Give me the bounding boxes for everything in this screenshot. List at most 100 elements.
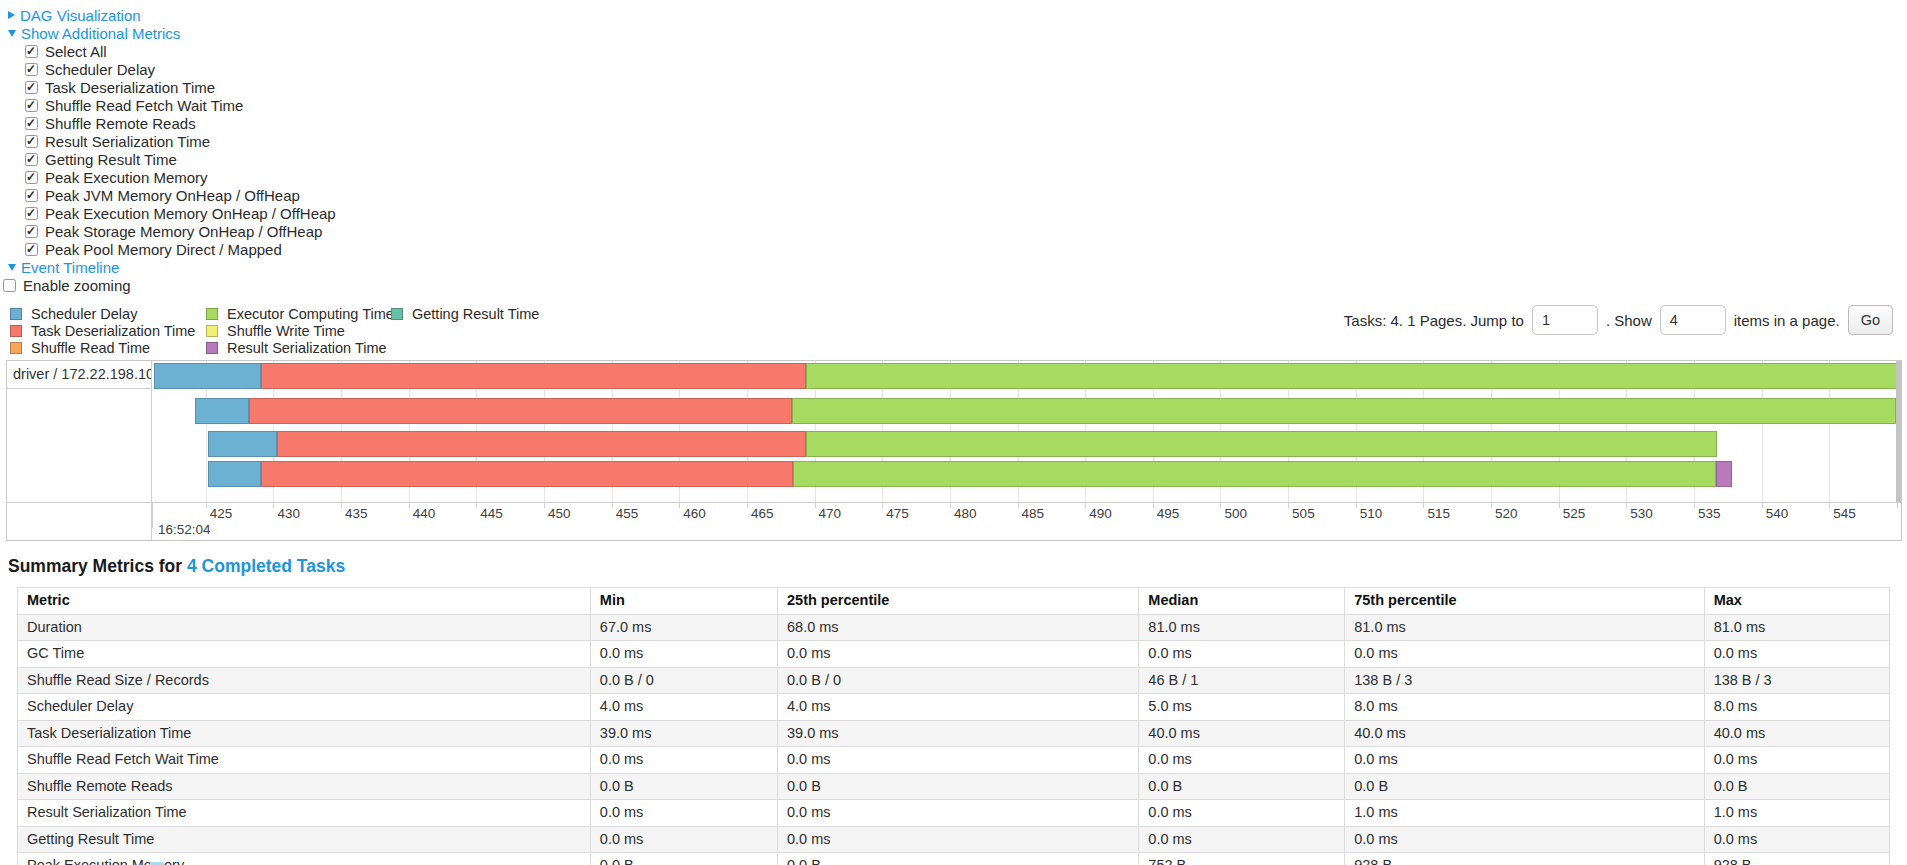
metric-value-cell: 0.0 ms: [1345, 826, 1704, 853]
checkbox-shuffle-read-fetch-wait-time[interactable]: [25, 99, 38, 112]
metric-row-getting-result-time[interactable]: Getting Result Time: [25, 150, 1907, 168]
timeline-axis-labels: 16:52:04 4254304354404454504554604654704…: [153, 503, 1901, 540]
task-bar-executor-computing-time[interactable]: [806, 431, 1717, 457]
axis-tick-label: 485: [1018, 506, 1045, 521]
completed-tasks-link[interactable]: 4 Completed Tasks: [187, 556, 345, 576]
summary-metrics-title: Summary Metrics for 4 Completed Tasks: [8, 556, 1907, 577]
metric-value-cell: 0.0 B / 0: [590, 667, 777, 694]
legend-column: Getting Result Time: [391, 305, 539, 356]
event-timeline-chart: driver / 172.22.198.104 16:52:04 4254304…: [6, 360, 1902, 541]
checkbox-shuffle-remote-reads[interactable]: [25, 117, 38, 130]
task-bar-scheduler-delay[interactable]: [208, 431, 277, 457]
axis-tick-label: 435: [341, 506, 368, 521]
show-additional-metrics-link[interactable]: Show Additional Metrics: [21, 25, 180, 42]
metric-value-cell: 0.0 B: [590, 853, 777, 865]
metric-row-peak-storage-memory-onheap-offheap[interactable]: Peak Storage Memory OnHeap / OffHeap: [25, 222, 1907, 240]
axis-tick-label: 475: [882, 506, 909, 521]
task-bar-task-deserialization-time[interactable]: [261, 363, 806, 389]
result-serialization-time-swatch: [206, 342, 218, 354]
metric-row-task-deserialization-time[interactable]: Task Deserialization Time: [25, 78, 1907, 96]
metric-name-cell: Getting Result Time: [18, 826, 591, 853]
checkbox-task-deserialization-time[interactable]: [25, 81, 38, 94]
legend-label: Result Serialization Time: [227, 340, 387, 356]
task-bar-result-serialization-time[interactable]: [1716, 461, 1732, 487]
legend-label: Getting Result Time: [412, 306, 539, 322]
metric-value-cell: 0.0 ms: [1345, 641, 1704, 668]
checkbox-result-serialization-time[interactable]: [25, 135, 38, 148]
metric-name-cell: Shuffle Read Size / Records: [18, 667, 591, 694]
axis-tick-label: 515: [1423, 506, 1450, 521]
items-per-page-input[interactable]: [1660, 305, 1726, 335]
event-timeline-toggle[interactable]: Event Timeline: [8, 258, 1907, 276]
task-bar-scheduler-delay[interactable]: [208, 461, 261, 487]
enable-zooming-checkbox[interactable]: [3, 279, 16, 292]
metric-value-cell: 0.0 ms: [1139, 800, 1345, 827]
enable-zooming-row[interactable]: Enable zooming: [3, 276, 1907, 294]
checkbox-label: Getting Result Time: [45, 151, 177, 168]
metric-row-shuffle-remote-reads[interactable]: Shuffle Remote Reads: [25, 114, 1907, 132]
column-header-25th-percentile: 25th percentile: [778, 588, 1139, 615]
checkbox-label: Peak Execution Memory: [45, 169, 208, 186]
metric-row-peak-execution-memory[interactable]: Peak Execution Memory: [25, 168, 1907, 186]
legend-item-executor-computing-time: Executor Computing Time: [206, 305, 391, 322]
task-bar-task-deserialization-time[interactable]: [249, 398, 792, 424]
metric-value-cell: 0.0 B: [590, 773, 777, 800]
axis-tick-label: 540: [1762, 506, 1789, 521]
chart-right-scroll-strip: [1896, 361, 1901, 503]
axis-tick-label: 495: [1153, 506, 1180, 521]
task-bar-scheduler-delay[interactable]: [195, 398, 249, 424]
show-additional-metrics-toggle[interactable]: Show Additional Metrics: [8, 24, 1907, 42]
metric-value-cell: 0.0 ms: [1704, 826, 1889, 853]
legend-item-getting-result-time: Getting Result Time: [391, 305, 539, 322]
metric-row-scheduler-delay[interactable]: Scheduler Delay: [25, 60, 1907, 78]
metric-value-cell: 752 B: [1139, 853, 1345, 865]
task-bar-scheduler-delay[interactable]: [154, 363, 261, 389]
task-bar-task-deserialization-time[interactable]: [277, 431, 806, 457]
task-bar-executor-computing-time[interactable]: [806, 363, 1901, 389]
metric-name-cell: Scheduler Delay: [18, 694, 591, 721]
metric-row-peak-execution-memory-onheap-offheap[interactable]: Peak Execution Memory OnHeap / OffHeap: [25, 204, 1907, 222]
checkbox-getting-result-time[interactable]: [25, 153, 38, 166]
metric-row-getting-result-time: Getting Result Time0.0 ms0.0 ms0.0 ms0.0…: [18, 826, 1890, 853]
task-bar-executor-computing-time[interactable]: [793, 461, 1716, 487]
metric-row-peak-jvm-memory-onheap-offheap[interactable]: Peak JVM Memory OnHeap / OffHeap: [25, 186, 1907, 204]
checkbox-label: Scheduler Delay: [45, 61, 155, 78]
metric-value-cell: 928 B: [1345, 853, 1704, 865]
checkbox-label: Result Serialization Time: [45, 133, 210, 150]
axis-tick-label: 430: [273, 506, 300, 521]
metric-value-cell: 8.0 ms: [1345, 694, 1704, 721]
checkbox-peak-storage-memory-onheap-offheap[interactable]: [25, 225, 38, 238]
axis-tick-label: 535: [1694, 506, 1721, 521]
metric-row-peak-pool-memory-direct-mapped[interactable]: Peak Pool Memory Direct / Mapped: [25, 240, 1907, 258]
metric-name-cell: Shuffle Read Fetch Wait Time: [18, 747, 591, 774]
metric-row-select-all[interactable]: Select All: [25, 42, 1907, 60]
metric-row-result-serialization-time[interactable]: Result Serialization Time: [25, 132, 1907, 150]
metric-row-shuffle-read-fetch-wait-time[interactable]: Shuffle Read Fetch Wait Time: [25, 96, 1907, 114]
checkbox-select-all[interactable]: [25, 45, 38, 58]
dag-visualization-link[interactable]: DAG Visualization: [20, 7, 141, 24]
checkbox-peak-execution-memory-onheap-offheap[interactable]: [25, 207, 38, 220]
task-bar-task-deserialization-time[interactable]: [261, 461, 793, 487]
metric-value-cell: 0.0 ms: [590, 800, 777, 827]
event-timeline-link[interactable]: Event Timeline: [21, 259, 119, 276]
metric-value-cell: 138 B / 3: [1345, 667, 1704, 694]
axis-tick-label: 490: [1085, 506, 1112, 521]
shuffle-read-time-swatch: [10, 342, 22, 354]
checkbox-peak-execution-memory[interactable]: [25, 171, 38, 184]
metric-row-duration: Duration67.0 ms68.0 ms81.0 ms81.0 ms81.0…: [18, 614, 1890, 641]
checkbox-scheduler-delay[interactable]: [25, 63, 38, 76]
metric-row-shuffle-read-size-records: Shuffle Read Size / Records0.0 B / 00.0 …: [18, 667, 1890, 694]
metric-row-shuffle-remote-reads: Shuffle Remote Reads0.0 B0.0 B0.0 B0.0 B…: [18, 773, 1890, 800]
task-bar-executor-computing-time[interactable]: [792, 398, 1896, 424]
checkbox-label: Task Deserialization Time: [45, 79, 215, 96]
axis-tick-label: 455: [612, 506, 639, 521]
go-button[interactable]: Go: [1848, 305, 1893, 335]
checkbox-peak-jvm-memory-onheap-offheap[interactable]: [25, 189, 38, 202]
jump-to-page-input[interactable]: [1532, 305, 1598, 335]
legend-label: Task Deserialization Time: [31, 323, 195, 339]
legend-item-scheduler-delay: Scheduler Delay: [10, 305, 206, 322]
checkbox-peak-pool-memory-direct-mapped[interactable]: [25, 243, 38, 256]
axis-tick-label: 550: [1897, 506, 1901, 521]
dag-visualization-toggle[interactable]: DAG Visualization: [8, 6, 1907, 24]
getting-result-time-swatch: [391, 308, 403, 320]
